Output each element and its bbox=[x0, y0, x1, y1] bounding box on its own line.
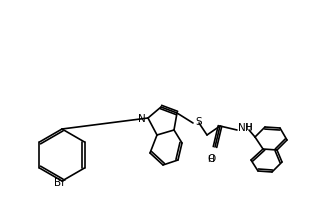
Text: H: H bbox=[245, 123, 252, 133]
Text: S: S bbox=[195, 117, 202, 127]
Text: Br: Br bbox=[54, 178, 66, 188]
Text: O: O bbox=[207, 154, 215, 164]
Text: H: H bbox=[245, 124, 252, 132]
Text: N: N bbox=[138, 114, 146, 124]
Text: N: N bbox=[238, 123, 246, 133]
Text: H: H bbox=[208, 155, 214, 164]
